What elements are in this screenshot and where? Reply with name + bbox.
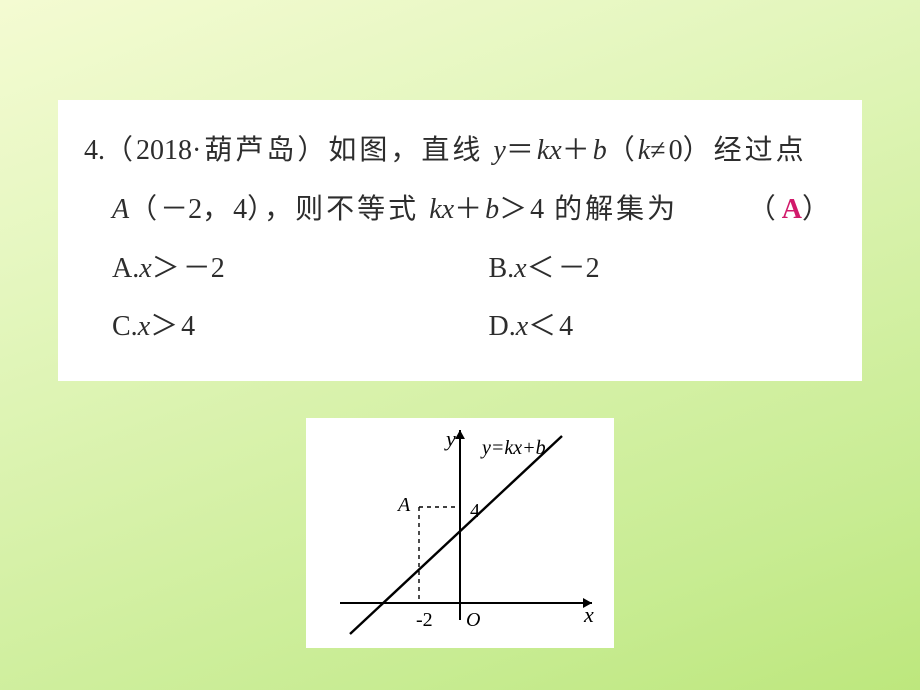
bracket-l: （ (748, 194, 782, 225)
q-number: 4. (84, 135, 105, 166)
opt-b-var: x (514, 253, 526, 284)
cond-k: k (638, 135, 650, 166)
answer-bracket: （A） (748, 181, 836, 240)
ineq-b: b (485, 194, 499, 225)
opt-a-val: －2 (183, 253, 225, 284)
options-row-2: C.x＞4 D.x＜4 (84, 298, 836, 357)
pt-A: A (112, 194, 129, 225)
eq1-y: y (493, 135, 505, 166)
svg-text:O: O (466, 609, 480, 631)
slide-background: 4.（2018·葫芦岛）如图，直线 y＝kx＋b（k≠0）经过点 A（－2，4）… (0, 0, 920, 690)
src-place: 葫芦岛 (204, 135, 297, 166)
question-line-1: 4.（2018·葫芦岛）如图，直线 y＝kx＋b（k≠0）经过点 (84, 122, 836, 181)
option-c: C.x＞4 (112, 298, 488, 357)
src-open: （ (105, 135, 136, 166)
opt-d-val: 4 (559, 311, 573, 342)
ineq-4: 4 (530, 194, 544, 225)
pt-4: 4 (233, 194, 247, 225)
eq1-k: k (537, 135, 549, 166)
cond-close: ） (683, 135, 714, 166)
options-row-1: A.x＞－2 B.x＜－2 (84, 240, 836, 299)
cond-open: （ (607, 135, 638, 166)
src-year: 2018 (136, 135, 192, 166)
opt-c-var: x (138, 311, 150, 342)
opt-b-val: －2 (558, 253, 600, 284)
opt-c-label: C. (112, 311, 138, 342)
stem-2b: ，则不等式 (264, 194, 429, 225)
eq1-x: x (549, 135, 561, 166)
ineq-plus: ＋ (454, 194, 485, 225)
opt-a-var: x (139, 253, 151, 284)
pt-comma: ， (202, 194, 233, 225)
svg-text:4: 4 (470, 500, 480, 522)
svg-text:-2: -2 (416, 609, 433, 631)
cond-zero: 0 (669, 135, 683, 166)
eq1-b: b (593, 135, 607, 166)
graph-svg: y x y=kx+b A 4 -2 O (306, 418, 614, 648)
question-line-2: A（－2，4），则不等式 kx＋b＞4 的解集为 （A） (84, 181, 836, 240)
src-dot: · (192, 135, 204, 166)
pt-lp: （ (129, 194, 160, 225)
stem-2c: 的解集为 (544, 194, 678, 225)
pt-rp: ） (247, 194, 264, 225)
ineq-gt: ＞ (499, 194, 530, 225)
option-a: A.x＞－2 (112, 240, 488, 299)
option-b: B.x＜－2 (488, 240, 836, 299)
opt-d-rel: ＜ (528, 311, 559, 342)
opt-a-label: A. (112, 253, 139, 284)
opt-d-label: D. (488, 311, 515, 342)
svg-text:A: A (396, 494, 411, 516)
opt-b-label: B. (488, 253, 514, 284)
opt-c-rel: ＞ (150, 311, 181, 342)
eq1-plus: ＋ (562, 135, 593, 166)
answer-letter: A (782, 194, 802, 225)
svg-text:x: x (583, 602, 594, 627)
ineq-x: x (442, 194, 454, 225)
svg-text:y=kx+b: y=kx+b (480, 437, 546, 459)
src-close: ） (297, 135, 328, 166)
ineq-k: k (429, 194, 441, 225)
pt-neg2: －2 (160, 194, 202, 225)
graph-container: y x y=kx+b A 4 -2 O (306, 418, 614, 648)
cond-ne: ≠ (650, 135, 668, 166)
svg-text:y: y (444, 426, 456, 451)
question-box: 4.（2018·葫芦岛）如图，直线 y＝kx＋b（k≠0）经过点 A（－2，4）… (58, 100, 862, 381)
option-d: D.x＜4 (488, 298, 836, 357)
stem-a: 如图，直线 (328, 135, 493, 166)
eq1-eq: ＝ (506, 135, 537, 166)
bracket-r: ） (802, 194, 836, 225)
opt-b-rel: ＜ (527, 253, 558, 284)
stem-b: 经过点 (714, 135, 807, 166)
opt-a-rel: ＞ (152, 253, 183, 284)
opt-d-var: x (516, 311, 528, 342)
opt-c-val: 4 (181, 311, 195, 342)
